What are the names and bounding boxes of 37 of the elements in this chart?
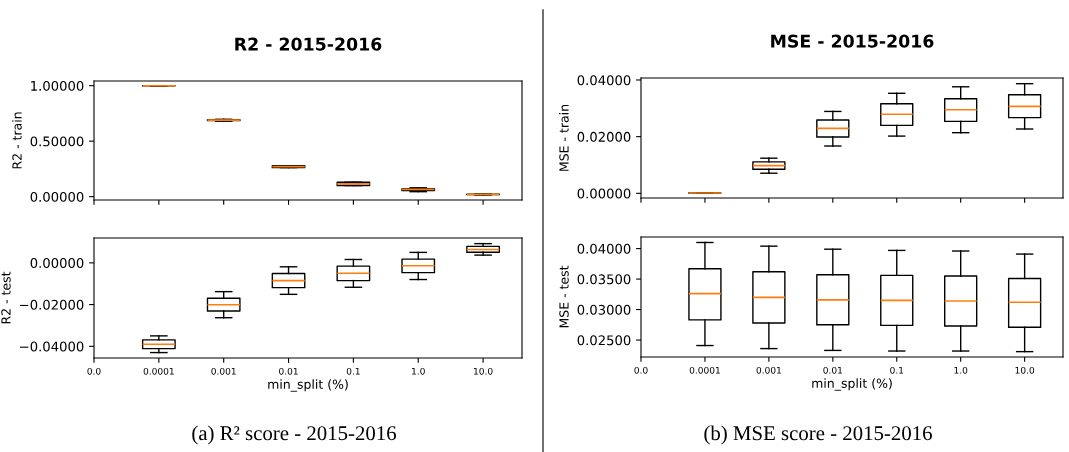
text: (a) R² score - 2015-2016 [192,425,397,445]
y-tick-label: −0.04000 [20,341,84,352]
x-tick-label: 0.0 [87,367,101,375]
chart-title: MSE - 2015-2016 [771,34,934,48]
x-tick-label: 0.0001 [143,367,174,375]
y-tick-label: 0.04000 [577,75,631,86]
y-tick-label: −0.02000 [20,299,84,310]
y-tick-label: 0.03500 [577,274,631,285]
text: (b) MSE score - 2015-2016 [704,425,932,445]
x-tick-label: 1.0 [954,366,968,374]
y-axis-title: MSE - train [559,104,569,171]
x-tick-label: 1.0 [412,367,425,375]
y-tick-label: 0.03000 [577,304,631,315]
y-axis-title: R2 - test [1,271,11,324]
chart-title: R2 - 2015-2016 [235,37,382,51]
x-tick-label: 0.001 [211,367,236,375]
x-tick-label: 0.0001 [689,366,720,374]
x-tick-label: 10.0 [1015,366,1035,374]
y-axis-title: MSE - test [559,265,569,328]
y-tick-label: 0.04000 [577,243,631,254]
y-tick-label: 0.50000 [30,136,84,147]
x-tick-label: 0.1 [346,367,360,375]
y-tick-label: 0.00000 [30,258,84,269]
y-tick-label: 0.02500 [577,335,631,346]
x-tick-label: 0.01 [279,367,298,375]
y-tick-label: 1.00000 [31,80,84,91]
x-tick-label: 0.0 [634,366,648,374]
x-tick-label: 10.0 [474,367,493,375]
x-tick-label: 0.1 [890,366,904,374]
x-axis-title: min_split (%) [812,378,892,391]
y-tick-label: 0.00000 [577,188,631,199]
x-tick-label: 0.01 [823,366,843,374]
y-axis-title: R2 - train [12,112,22,169]
x-axis-title: min_split (%) [268,379,348,392]
x-tick-label: 0.001 [756,366,781,374]
y-tick-label: 0.00000 [30,191,84,202]
y-tick-label: 0.02000 [577,131,631,142]
